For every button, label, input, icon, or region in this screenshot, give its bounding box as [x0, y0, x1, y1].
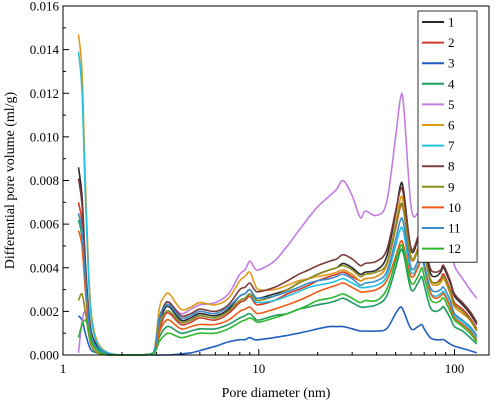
y-tick-label: 0.000	[30, 348, 59, 363]
legend-label: 4	[448, 76, 455, 91]
x-tick-label: 1	[60, 361, 67, 376]
series-line-3	[77, 306, 478, 356]
legend-label: 11	[448, 221, 461, 236]
legend-label: 12	[448, 241, 461, 256]
x-axis-label: Pore diameter (nm)	[222, 386, 331, 401]
legend-label: 9	[448, 179, 455, 194]
y-tick-label: 0.008	[30, 173, 59, 188]
legend-label: 1	[448, 15, 455, 30]
x-tick-label: 100	[445, 361, 465, 376]
legend-label: 8	[448, 159, 455, 174]
y-tick-label: 0.002	[30, 304, 59, 319]
y-axis-ticks: 0.000 0.002 0.004 0.006 0.008 0.010 0.012 0.014…	[30, 0, 69, 363]
legend-label: 2	[448, 35, 455, 50]
y-tick-label: 0.012	[30, 86, 59, 101]
legend-label: 10	[448, 200, 461, 215]
x-axis-ticks: 1 10 100	[60, 349, 465, 376]
legend-label: 6	[448, 118, 455, 133]
series-line-7	[77, 51, 478, 356]
y-tick-label: 0.014	[30, 42, 60, 57]
legend-label: 3	[448, 56, 455, 71]
legend-label: 7	[448, 138, 455, 153]
y-tick-label: 0.010	[30, 129, 59, 144]
x-tick-label: 10	[252, 361, 265, 376]
legend-box	[417, 10, 478, 263]
y-tick-label: 0.016	[30, 0, 60, 14]
y-axis-label: Differential pore volume (ml/g)	[3, 91, 18, 269]
legend-label: 5	[448, 97, 455, 112]
series-layer	[77, 34, 478, 356]
y-tick-label: 0.006	[30, 217, 60, 232]
y-tick-label: 0.004	[30, 260, 60, 275]
series-line-6	[77, 34, 478, 356]
